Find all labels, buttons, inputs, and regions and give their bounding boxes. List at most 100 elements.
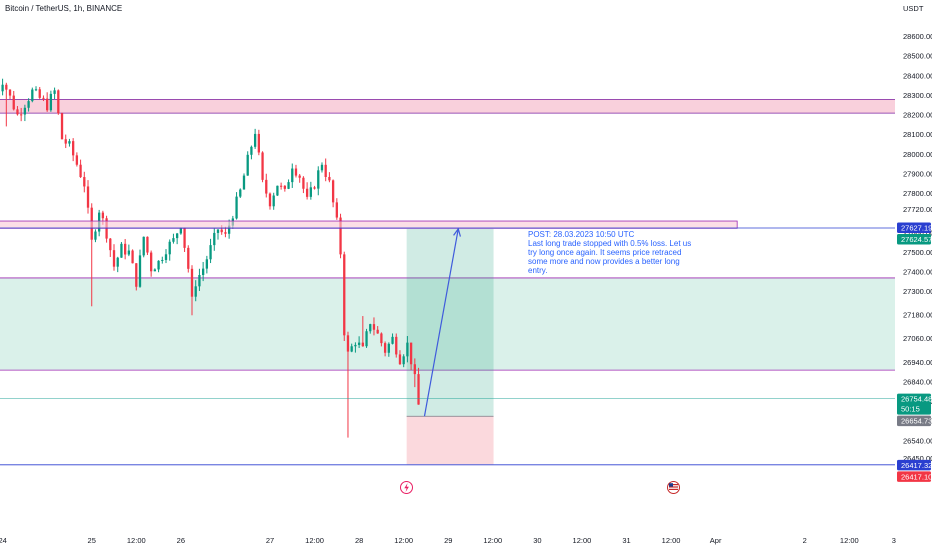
candle-body xyxy=(283,185,286,189)
candle-body xyxy=(350,346,353,352)
candle-body xyxy=(216,229,220,233)
candle-body xyxy=(57,90,60,114)
candle-body xyxy=(201,268,205,275)
price-tag-bg xyxy=(897,222,931,233)
candle-body xyxy=(383,343,387,353)
note-line-5: entry. xyxy=(528,266,547,275)
price-tag-label: 27627.19 xyxy=(901,223,932,232)
candle-body xyxy=(413,364,416,375)
candle-body xyxy=(124,243,127,255)
chart-title: Bitcoin / TetherUS, 1h, BINANCE xyxy=(5,4,122,13)
candle-body xyxy=(268,193,272,207)
price-tag-label: 26654.73 xyxy=(901,417,932,426)
us-flag-icon[interactable] xyxy=(667,481,680,494)
candle-body xyxy=(5,84,8,90)
price-tag-label: 26417.32 xyxy=(901,461,932,470)
candle-body xyxy=(227,225,231,234)
candle-body xyxy=(12,95,15,110)
candle-body xyxy=(257,133,260,153)
candle-body xyxy=(320,164,324,171)
candle-body xyxy=(20,114,23,116)
candle-body xyxy=(179,227,183,234)
candle-body xyxy=(157,260,160,270)
note-line-1: POST: 28.03.2023 10:50 UTC xyxy=(528,230,635,239)
candle-body xyxy=(372,324,376,330)
lightning-icon[interactable] xyxy=(400,481,413,494)
x-tick-label: 24 xyxy=(0,536,7,545)
x-tick-label: 30 xyxy=(533,536,541,545)
trend-arrow xyxy=(423,228,459,417)
y-tick-label: 27500.00 xyxy=(903,248,932,257)
candle-body xyxy=(402,356,405,365)
candle-body xyxy=(38,89,41,98)
chart-note[interactable]: POST: 28.03.2023 10:50 UTC Last long tra… xyxy=(528,230,691,275)
candle-body xyxy=(194,286,197,297)
candle-body xyxy=(75,155,79,165)
candle-body xyxy=(187,247,190,269)
price-axis[interactable]: USDT 28600.00 28500.00 28400.00 28300.00 282… xyxy=(897,4,932,482)
candle-body xyxy=(112,250,116,267)
candle-body xyxy=(23,107,27,115)
y-tick-label: 27060.00 xyxy=(903,334,932,343)
price-tag-bg xyxy=(897,233,931,245)
candle-body xyxy=(205,259,209,269)
price-tag-bg xyxy=(897,393,931,415)
candle-body xyxy=(242,175,246,190)
y-tick-label: 26450.00 xyxy=(903,454,932,463)
candle-body xyxy=(86,186,90,208)
long-position-tool[interactable] xyxy=(406,228,494,465)
y-tick-label: 27800.00 xyxy=(903,189,932,198)
x-tick-label: 12:00 xyxy=(127,536,146,545)
candle-body xyxy=(357,342,361,345)
x-tick-label: 12:00 xyxy=(394,536,413,545)
resistance-box xyxy=(0,220,738,229)
candle-body xyxy=(279,185,283,187)
x-tick-label: 12:00 xyxy=(483,536,502,545)
time-axis[interactable]: 24 25 12:00 26 27 12:00 28 12:00 29 12:00 30 12:00 3… xyxy=(0,536,896,545)
candle-body xyxy=(265,179,268,194)
x-tick-label: 31 xyxy=(622,536,630,545)
y-tick-label: 27180.00 xyxy=(903,311,932,320)
y-tick-label: 28200.00 xyxy=(903,111,932,120)
candle-body xyxy=(190,268,194,297)
candle-body xyxy=(1,84,4,92)
candle-body xyxy=(246,154,249,176)
candle-body xyxy=(302,177,305,189)
candle-body xyxy=(253,133,257,147)
candle-body xyxy=(305,188,309,197)
position-loss-zone xyxy=(406,416,494,465)
candle-body xyxy=(172,238,175,242)
candle-body xyxy=(131,250,134,264)
candlestick-series xyxy=(0,78,420,438)
x-tick-label: 27 xyxy=(266,536,274,545)
candle-body xyxy=(146,236,149,253)
chart-drawings xyxy=(0,220,895,466)
candle-body xyxy=(298,175,301,178)
candle-body xyxy=(138,255,142,287)
candle-body xyxy=(101,212,105,219)
note-line-3: try long once again. It seems price retr… xyxy=(528,248,681,257)
candle-body xyxy=(346,335,350,352)
price-tag-bg xyxy=(897,415,931,427)
candle-body xyxy=(387,343,390,353)
candle-body xyxy=(365,331,368,347)
candle-body xyxy=(409,342,413,365)
candle-body xyxy=(324,164,327,177)
y-tick-label: 27720.00 xyxy=(903,205,932,214)
candle-body xyxy=(376,329,379,334)
candle-body xyxy=(49,93,53,111)
candle-body xyxy=(417,374,420,405)
candle-body xyxy=(153,269,157,272)
y-tick-label: 28000.00 xyxy=(903,150,932,159)
x-tick-label: 12:00 xyxy=(305,536,324,545)
candle-body xyxy=(164,254,168,260)
candle-body xyxy=(27,101,30,108)
price-tag-bg xyxy=(897,459,931,471)
candle-body xyxy=(161,259,164,261)
candle-body xyxy=(291,168,294,183)
candle-body xyxy=(224,232,227,234)
x-tick-label: 12:00 xyxy=(573,536,592,545)
